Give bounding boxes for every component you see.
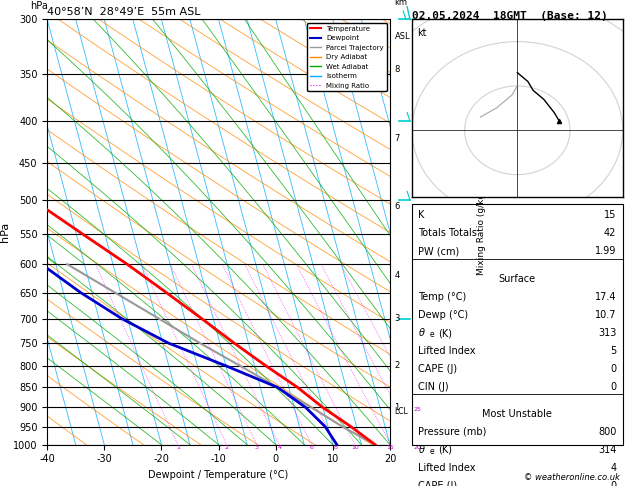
Text: 2: 2 bbox=[394, 362, 400, 370]
Text: hPa: hPa bbox=[30, 1, 48, 11]
Text: km: km bbox=[394, 0, 408, 7]
Text: 40°58’N  28°49’E  55m ASL: 40°58’N 28°49’E 55m ASL bbox=[47, 7, 201, 17]
Text: 0: 0 bbox=[610, 364, 616, 374]
Text: 25: 25 bbox=[413, 407, 421, 412]
Text: ASL: ASL bbox=[394, 32, 410, 41]
Text: e: e bbox=[430, 330, 435, 339]
Text: Lifted Index: Lifted Index bbox=[418, 463, 476, 473]
Text: 3: 3 bbox=[255, 445, 259, 450]
Text: θ: θ bbox=[418, 328, 425, 338]
Text: CAPE (J): CAPE (J) bbox=[418, 481, 457, 486]
Text: 20: 20 bbox=[413, 445, 421, 450]
Text: K: K bbox=[418, 210, 425, 220]
Text: Pressure (mb): Pressure (mb) bbox=[418, 427, 487, 436]
Text: 314: 314 bbox=[598, 445, 616, 455]
Text: Totals Totals: Totals Totals bbox=[418, 228, 477, 238]
Text: 7: 7 bbox=[394, 134, 400, 143]
Text: 1: 1 bbox=[176, 445, 180, 450]
X-axis label: Dewpoint / Temperature (°C): Dewpoint / Temperature (°C) bbox=[148, 470, 289, 480]
Text: kt: kt bbox=[417, 28, 426, 38]
Text: 10: 10 bbox=[351, 445, 359, 450]
Text: 4: 4 bbox=[394, 271, 400, 280]
Text: 5: 5 bbox=[610, 346, 616, 356]
Text: 02.05.2024  18GMT  (Base: 12): 02.05.2024 18GMT (Base: 12) bbox=[412, 11, 608, 21]
Text: 4: 4 bbox=[277, 445, 281, 450]
Text: CAPE (J): CAPE (J) bbox=[418, 364, 457, 374]
Text: 0: 0 bbox=[610, 481, 616, 486]
Text: 15: 15 bbox=[387, 445, 394, 450]
Text: Mixing Ratio (g/kg): Mixing Ratio (g/kg) bbox=[477, 189, 486, 275]
Text: 0: 0 bbox=[610, 382, 616, 392]
Text: 313: 313 bbox=[598, 328, 616, 338]
Text: 1.99: 1.99 bbox=[595, 246, 616, 256]
Text: 15: 15 bbox=[604, 210, 616, 220]
Text: 17.4: 17.4 bbox=[595, 292, 616, 302]
Text: 10.7: 10.7 bbox=[595, 310, 616, 320]
Text: 6: 6 bbox=[310, 445, 314, 450]
Text: Most Unstable: Most Unstable bbox=[482, 409, 552, 418]
Text: 8: 8 bbox=[394, 65, 400, 74]
Legend: Temperature, Dewpoint, Parcel Trajectory, Dry Adiabat, Wet Adiabat, Isotherm, Mi: Temperature, Dewpoint, Parcel Trajectory… bbox=[308, 23, 386, 91]
Text: 8: 8 bbox=[334, 445, 338, 450]
Text: θ: θ bbox=[418, 445, 425, 455]
Text: 1: 1 bbox=[394, 403, 400, 412]
Text: © weatheronline.co.uk: © weatheronline.co.uk bbox=[524, 473, 620, 482]
Text: (K): (K) bbox=[438, 445, 452, 455]
Text: Dewp (°C): Dewp (°C) bbox=[418, 310, 469, 320]
Text: Temp (°C): Temp (°C) bbox=[418, 292, 467, 302]
Text: 4: 4 bbox=[610, 463, 616, 473]
Text: CIN (J): CIN (J) bbox=[418, 382, 449, 392]
Y-axis label: hPa: hPa bbox=[0, 222, 10, 242]
Text: 2: 2 bbox=[225, 445, 229, 450]
Text: PW (cm): PW (cm) bbox=[418, 246, 460, 256]
Text: e: e bbox=[430, 447, 435, 456]
Text: Surface: Surface bbox=[499, 274, 536, 284]
Text: 800: 800 bbox=[598, 427, 616, 436]
Text: 42: 42 bbox=[604, 228, 616, 238]
Text: Lifted Index: Lifted Index bbox=[418, 346, 476, 356]
Text: LCL: LCL bbox=[394, 407, 408, 416]
Text: 6: 6 bbox=[394, 202, 400, 211]
Text: 3: 3 bbox=[394, 314, 400, 323]
Text: (K): (K) bbox=[438, 328, 452, 338]
